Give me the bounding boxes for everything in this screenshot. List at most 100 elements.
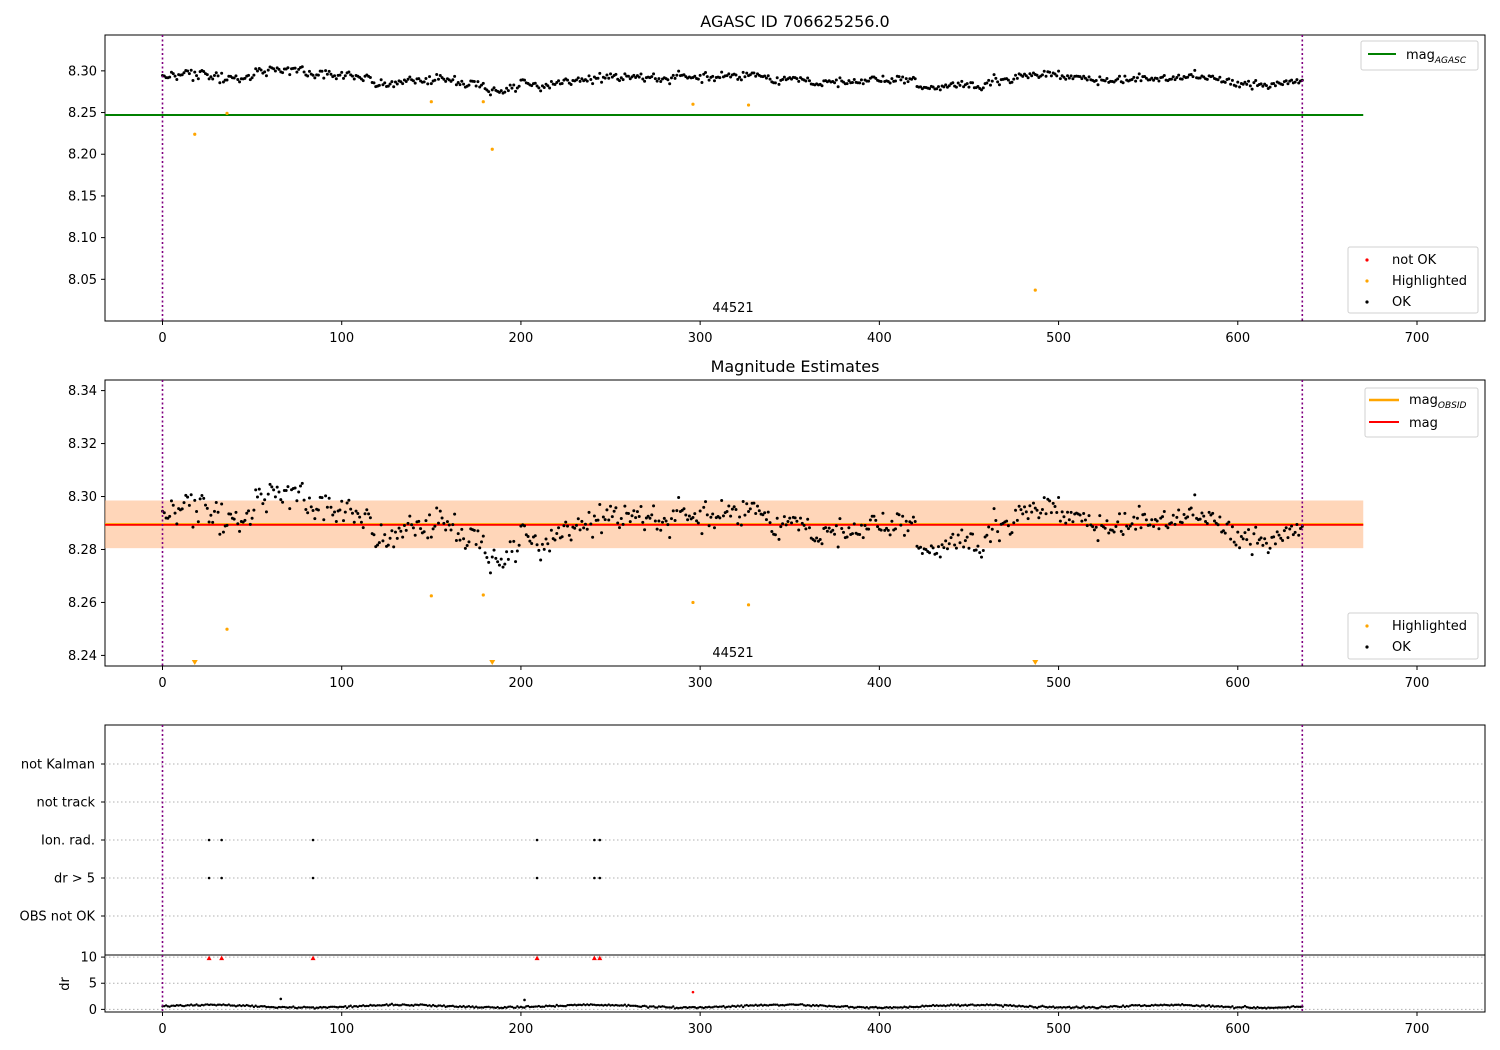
ok-point xyxy=(764,76,768,80)
flag-point xyxy=(311,876,315,880)
ok-point xyxy=(248,78,252,82)
magnitude-legend-lower[interactable]: Highlighted OK xyxy=(1347,612,1479,660)
ok-point xyxy=(488,571,492,575)
ok-point xyxy=(1057,69,1061,73)
ok-point xyxy=(186,69,190,73)
ok-point xyxy=(795,519,799,523)
ok-point xyxy=(254,67,258,71)
dr-point xyxy=(462,1004,465,1008)
ok-point xyxy=(1130,77,1134,81)
ok-point xyxy=(234,510,238,514)
ok-point xyxy=(766,510,770,514)
dr-point xyxy=(473,1006,476,1009)
dr-point xyxy=(1032,1006,1035,1009)
ok-point xyxy=(881,511,885,515)
ok-point xyxy=(693,74,697,78)
y-tick-label: 8.05 xyxy=(68,273,97,288)
ok-point xyxy=(474,84,478,88)
ok-point xyxy=(890,77,894,81)
ok-point xyxy=(173,511,177,515)
dr-point xyxy=(870,1006,874,1009)
ok-point xyxy=(1234,84,1238,88)
ok-point xyxy=(1277,533,1281,537)
magnitude-legend-upper[interactable]: magOBSID mag xyxy=(1364,387,1479,438)
ok-point xyxy=(729,75,733,79)
ok-point xyxy=(1123,74,1127,78)
ok-point xyxy=(1273,84,1277,88)
dr-point xyxy=(267,1005,270,1009)
ok-point xyxy=(399,529,403,533)
dr-point xyxy=(817,1004,820,1008)
ok-point xyxy=(682,73,686,77)
dr-plot-content xyxy=(105,955,1485,1012)
ok-point xyxy=(861,82,865,86)
ok-point xyxy=(727,72,731,76)
dr-point xyxy=(795,1003,799,1007)
dr-point xyxy=(1188,1004,1191,1007)
highlighted-point xyxy=(490,147,494,151)
dr-point xyxy=(741,1005,745,1009)
ok-point xyxy=(397,526,401,530)
dr-point xyxy=(1184,1003,1188,1007)
y-tick-label: 0 xyxy=(89,1003,97,1018)
agasc-panel-title: AGASC ID 706625256.0 xyxy=(700,12,889,31)
ok-point xyxy=(729,514,733,518)
dr-point xyxy=(566,1003,569,1007)
ok-point xyxy=(617,79,621,83)
ok-point xyxy=(410,523,414,527)
dr-point xyxy=(1062,1005,1066,1009)
ok-point xyxy=(1033,506,1037,510)
ok-point xyxy=(893,527,897,531)
ok-point xyxy=(1103,526,1107,530)
agasc-legend-lower[interactable]: not OK Highlighted OK xyxy=(1347,246,1479,314)
dr-point xyxy=(822,1004,826,1007)
ok-point xyxy=(940,543,944,547)
ok-point xyxy=(962,545,966,549)
ok-point xyxy=(297,67,301,71)
ok-point xyxy=(976,544,980,548)
ok-point xyxy=(1230,525,1234,529)
dr-point xyxy=(607,1003,610,1006)
dr-point xyxy=(620,1004,623,1007)
flag-point xyxy=(207,838,211,842)
ok-point xyxy=(180,73,184,77)
y-tick-label: 8.10 xyxy=(68,231,97,246)
dr-point xyxy=(786,1003,790,1006)
ok-point xyxy=(695,519,699,523)
ok-point xyxy=(1012,521,1016,525)
ok-point xyxy=(768,521,772,525)
ok-point xyxy=(1169,521,1173,525)
ok-point xyxy=(553,538,557,542)
ok-point xyxy=(1247,528,1251,532)
ok-point xyxy=(928,87,932,91)
ok-point xyxy=(626,74,630,78)
ok-point xyxy=(827,526,831,530)
dr-point xyxy=(186,1003,189,1007)
ok-point xyxy=(435,506,439,510)
ok-point xyxy=(480,540,484,544)
dr-point xyxy=(344,1004,347,1008)
ok-point xyxy=(322,518,326,522)
dr-point xyxy=(1191,1004,1195,1008)
dr-point xyxy=(836,1005,840,1008)
ok-point xyxy=(1083,518,1087,522)
agasc-legend-upper[interactable]: magAGASC xyxy=(1360,40,1479,71)
ok-point xyxy=(919,545,923,549)
dr-point xyxy=(1026,1005,1030,1009)
dr-point xyxy=(428,1004,431,1007)
dr-point xyxy=(801,1003,804,1006)
ok-point xyxy=(377,541,381,545)
ok-point xyxy=(456,532,460,536)
ok-point xyxy=(481,534,485,538)
flag-point xyxy=(207,876,211,880)
ok-point xyxy=(449,528,453,532)
ok-point xyxy=(510,86,514,90)
ok-point xyxy=(1082,74,1086,78)
ok-point xyxy=(621,78,625,82)
ok-point xyxy=(659,79,663,83)
ok-point xyxy=(897,75,901,79)
legend-swatch-ok xyxy=(1365,645,1369,649)
dr-point xyxy=(736,1004,739,1007)
ok-point xyxy=(487,90,491,94)
